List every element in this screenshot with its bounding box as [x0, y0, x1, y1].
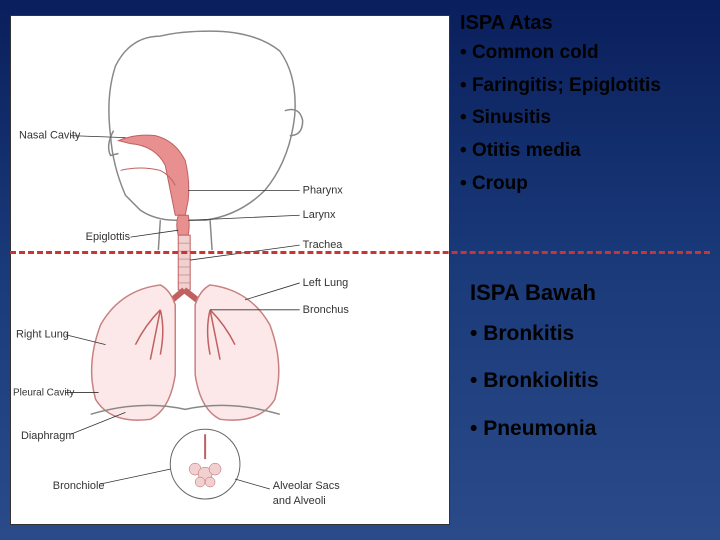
label-left-lung: Left Lung: [303, 277, 349, 289]
label-alveolar-1: Alveolar Sacs: [273, 480, 340, 492]
head-outline: [109, 31, 295, 220]
lower-item: • Bronkiolitis: [470, 367, 715, 394]
label-larynx: Larynx: [303, 209, 336, 221]
upper-item: • Common cold: [460, 41, 715, 66]
upper-item-text: Otitis media: [472, 140, 581, 161]
label-pharynx: Pharynx: [303, 184, 344, 196]
lower-item-text: Bronkiolitis: [483, 369, 599, 392]
lower-item: • Bronkitis: [470, 320, 715, 347]
upper-title: ISPA Atas: [460, 12, 715, 35]
upper-item: • Otitis media: [460, 139, 715, 164]
right-lung: [92, 285, 176, 420]
label-pleural-cavity: Pleural Cavity: [13, 387, 74, 398]
upper-item: • Faringitis; Epiglotitis: [460, 74, 715, 99]
label-bronchiole: Bronchiole: [53, 480, 105, 492]
label-bronchus: Bronchus: [303, 304, 350, 316]
upper-item-text: Common cold: [472, 42, 599, 63]
upper-item-text: Croup: [472, 173, 528, 194]
label-alveolar-2: and Alveoli: [273, 495, 326, 507]
lower-title: ISPA Bawah: [470, 280, 715, 306]
left-lung: [195, 285, 279, 420]
nasal-pharynx: [119, 135, 189, 215]
lower-section: ISPA Bawah • Bronkitis • Bronkiolitis • …: [470, 280, 715, 462]
label-nasal-cavity: Nasal Cavity: [19, 130, 81, 142]
upper-item-text: Faringitis; Epiglotitis: [472, 75, 661, 96]
upper-item: • Croup: [460, 172, 715, 197]
anatomy-diagram-panel: Nasal Cavity Pharynx Larynx Epiglottis T…: [10, 15, 450, 525]
lower-item-text: Bronkitis: [483, 322, 574, 345]
label-trachea: Trachea: [303, 239, 344, 251]
label-right-lung: Right Lung: [16, 329, 69, 341]
label-diaphragm: Diaphragm: [21, 430, 75, 442]
lower-item: • Pneumonia: [470, 415, 715, 442]
section-divider: [10, 251, 710, 254]
lower-item-text: Pneumonia: [483, 417, 596, 440]
anatomy-svg: Nasal Cavity Pharynx Larynx Epiglottis T…: [11, 16, 449, 524]
larynx: [177, 215, 189, 235]
upper-section: ISPA Atas • Common cold • Faringitis; Ep…: [460, 12, 715, 204]
upper-item: • Sinusitis: [460, 106, 715, 131]
upper-item-text: Sinusitis: [472, 107, 551, 128]
label-epiglottis: Epiglottis: [86, 231, 131, 243]
